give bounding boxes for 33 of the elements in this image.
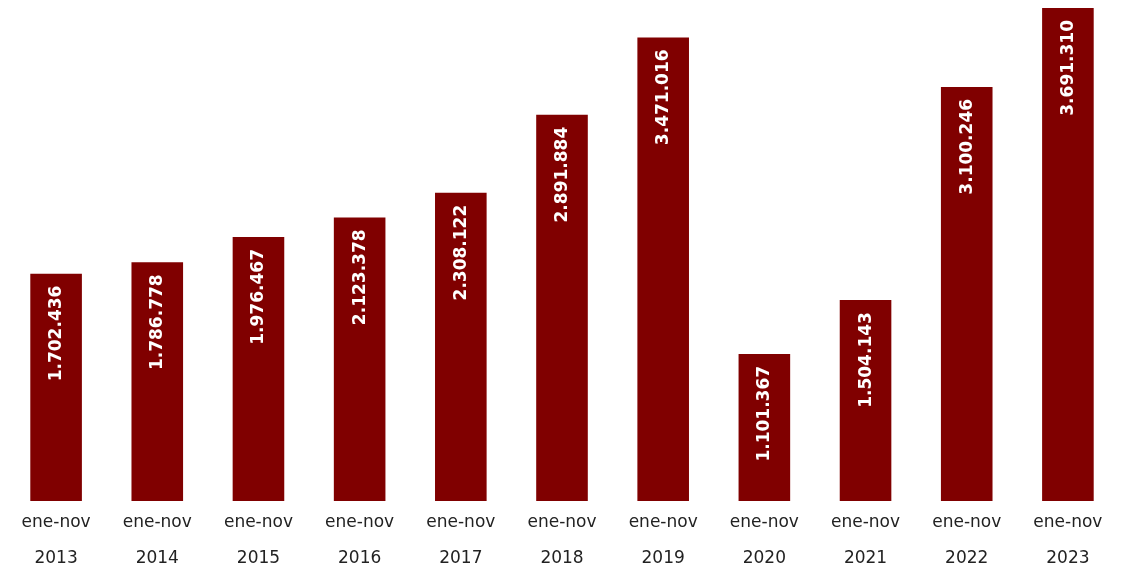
bar [1042,8,1094,501]
x-tick-label: ene-nov 2022 [932,510,1002,567]
x-tick-label: ene-nov 2021 [831,510,901,567]
bar [637,37,689,501]
x-tick-label: ene-nov 2015 [223,510,293,567]
x-tick-label: ene-nov 2014 [122,510,192,567]
data-label: 3.471.016 [652,49,673,146]
x-tick-label: ene-nov 2020 [729,510,799,567]
data-label: 1.702.436 [45,285,66,382]
bar [536,114,588,501]
x-tick-label: ene-nov 2018 [527,510,597,567]
bar [333,217,386,501]
bar [839,300,892,501]
data-label: 2.123.378 [348,229,369,326]
x-tick-label: ene-nov 2023 [1033,510,1103,567]
bar [738,353,791,501]
x-tick-label: ene-nov 2019 [628,510,698,567]
bar [232,237,285,501]
x-tick-label: ene-nov 2017 [426,510,496,567]
data-label: 1.504.143 [854,312,875,408]
bar [131,262,184,501]
data-label: 1.786.778 [146,274,167,371]
x-tick-label: ene-nov 2013 [21,510,91,567]
x-tick-label: ene-nov 2016 [325,510,395,567]
data-label: 1.101.367 [753,365,774,462]
bar [435,192,487,501]
data-label: 2.308.122 [449,204,470,301]
bar [30,273,82,501]
data-label: 3.691.310 [1056,19,1077,116]
data-label: 2.891.884 [551,126,571,223]
data-label: 1.976.467 [247,249,268,345]
data-label: 3.100.246 [955,98,976,195]
bar [940,86,993,501]
